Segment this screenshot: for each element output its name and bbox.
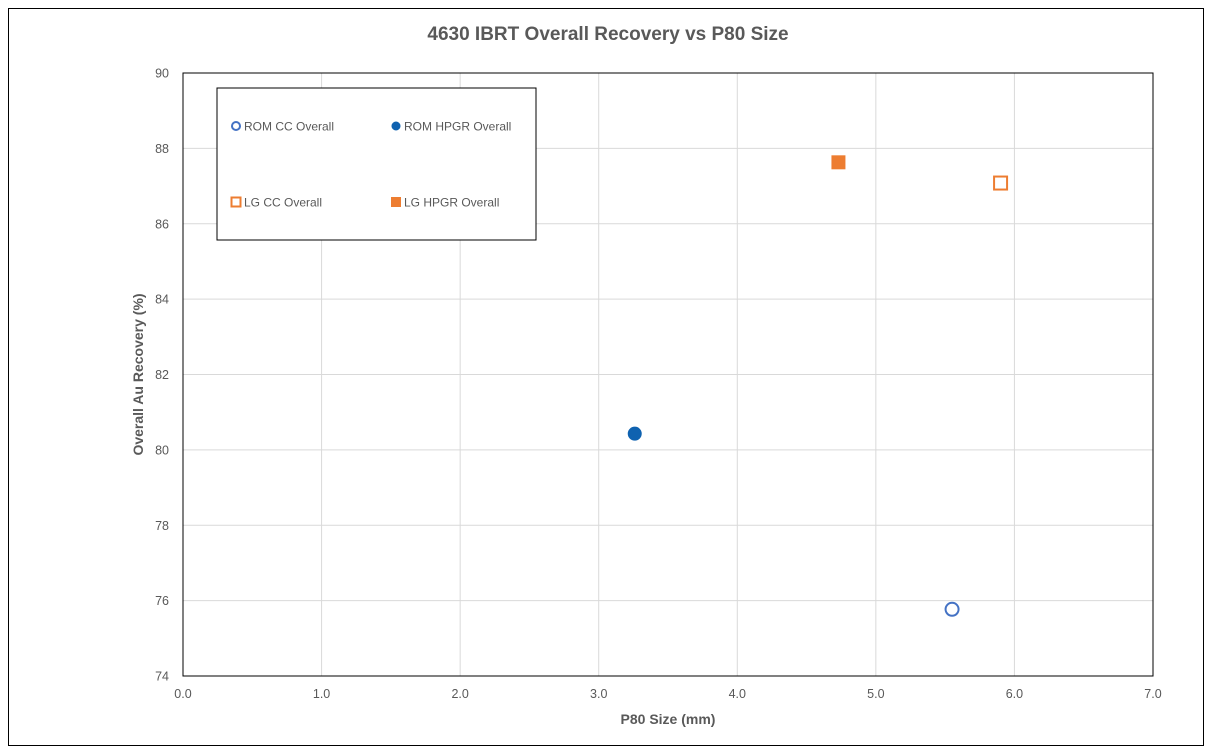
y-tick-label: 82 <box>155 368 169 382</box>
data-point <box>831 155 846 170</box>
y-tick-label: 88 <box>155 142 169 156</box>
y-tick-label: 84 <box>155 293 169 307</box>
chart-title: 4630 IBRT Overall Recovery vs P80 Size <box>427 24 788 45</box>
y-tick-label: 76 <box>155 594 169 608</box>
legend-marker <box>231 121 241 131</box>
data-points <box>627 155 1009 617</box>
x-tick-label: 0.0 <box>174 687 191 701</box>
legend-label: LG HPGR Overall <box>404 196 499 210</box>
legend-marker <box>391 121 401 131</box>
x-tick-label: 7.0 <box>1144 687 1161 701</box>
legend-marker <box>391 197 401 207</box>
legend-label: LG CC Overall <box>244 196 322 210</box>
legend-marker <box>230 196 242 208</box>
y-tick-label: 80 <box>155 443 169 457</box>
y-axis-title: Overall Au Recovery (%) <box>130 293 146 455</box>
tick-labels: 0.0 1.0 2.0 3.0 4.0 5.0 6.0 7.0 74 76 78 80 82 84 86 88… <box>155 67 1162 702</box>
y-tick-label: 90 <box>155 67 169 81</box>
legend-box <box>216 87 537 241</box>
x-tick-label: 6.0 <box>1006 687 1023 701</box>
data-point <box>627 426 642 441</box>
x-tick-label: 1.0 <box>313 687 330 701</box>
x-tick-label: 3.0 <box>590 687 607 701</box>
legend-label: ROM HPGR Overall <box>404 120 511 134</box>
x-tick-label: 2.0 <box>451 687 468 701</box>
x-tick-label: 4.0 <box>729 687 746 701</box>
data-point <box>944 601 960 617</box>
chart-frame <box>8 8 1204 746</box>
legend-label: ROM CC Overall <box>244 120 334 134</box>
legend: ROM CC Overall ROM HPGR Overall LG CC Over… <box>216 87 537 241</box>
y-tick-label: 86 <box>155 217 169 231</box>
data-point <box>993 175 1009 191</box>
x-tick-label: 5.0 <box>867 687 884 701</box>
y-tick-label: 74 <box>155 670 169 684</box>
x-axis-title: P80 Size (mm) <box>621 711 716 727</box>
y-tick-label: 78 <box>155 519 169 533</box>
plot-area <box>182 72 1154 677</box>
